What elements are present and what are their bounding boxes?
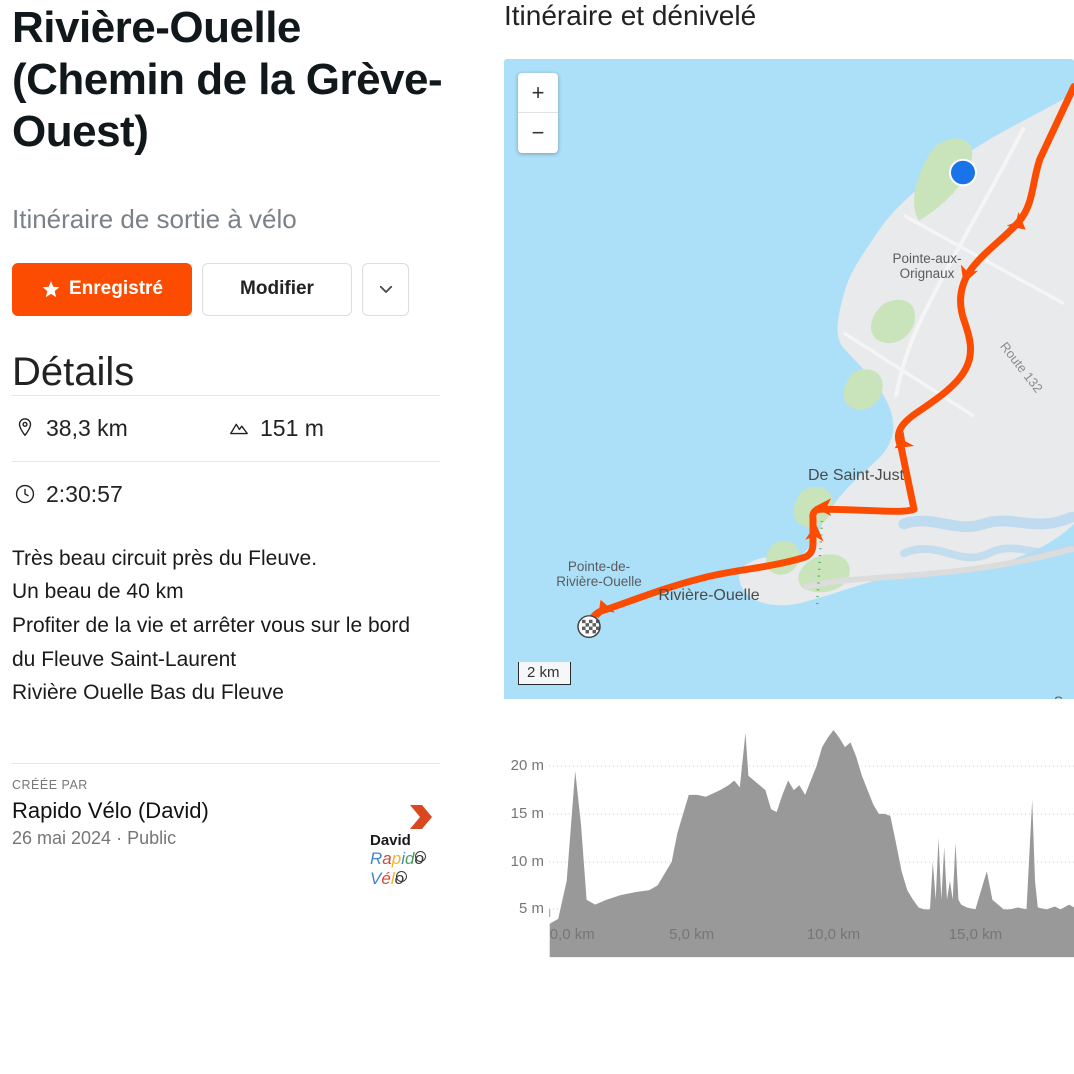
svg-text:10,0 km: 10,0 km bbox=[807, 926, 860, 943]
svg-text:0,0 km: 0,0 km bbox=[550, 926, 595, 943]
svg-text:20 m: 20 m bbox=[511, 757, 544, 774]
svg-text:15,0 km: 15,0 km bbox=[949, 926, 1002, 943]
svg-text:5,0 km: 5,0 km bbox=[669, 926, 714, 943]
svg-text:5 m: 5 m bbox=[519, 900, 544, 917]
svg-text:15 m: 15 m bbox=[511, 805, 544, 822]
svg-text:10 m: 10 m bbox=[511, 853, 544, 870]
